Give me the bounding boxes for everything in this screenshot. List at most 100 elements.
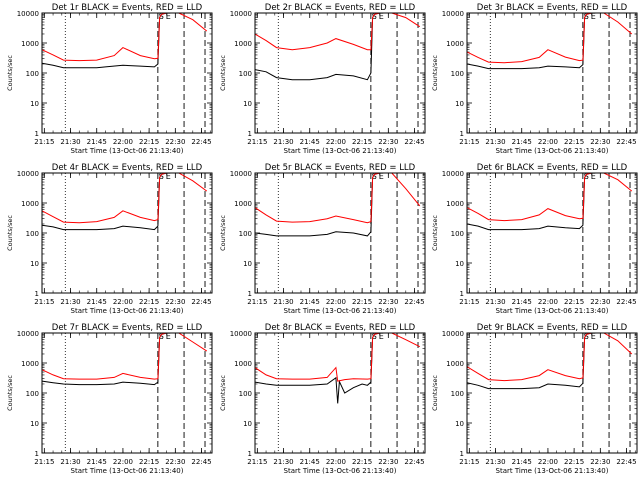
series-line-events bbox=[255, 13, 380, 81]
x-tick-label: 21:15 bbox=[247, 138, 267, 146]
x-tick-label: 21:30 bbox=[485, 138, 505, 146]
x-tick-label: 21:30 bbox=[485, 298, 505, 306]
x-tick-label: 22:00 bbox=[113, 298, 133, 306]
x-tick-label: 22:00 bbox=[326, 138, 346, 146]
x-tick-label: 22:15 bbox=[139, 458, 159, 466]
x-tick-label: 22:45 bbox=[191, 458, 211, 466]
saa-end-marker: E bbox=[379, 172, 384, 181]
series-line-events bbox=[467, 333, 592, 390]
x-tick-label: 21:30 bbox=[273, 298, 293, 306]
series-line-lld bbox=[42, 13, 208, 62]
chart-panel: Det 4r BLACK = Events, RED = LLD 1 10 100 10… bbox=[6, 163, 213, 315]
plot-frame bbox=[466, 12, 638, 134]
y-tick-label: 1000 bbox=[446, 40, 464, 48]
chart-title: Det 5r BLACK = Events, RED = LLD bbox=[265, 163, 416, 173]
y-axis-label: Counts/sec bbox=[431, 215, 439, 251]
x-tick-label: 21:45 bbox=[512, 458, 532, 466]
y-tick-label: 10000 bbox=[17, 170, 39, 178]
x-tick-label: 21:15 bbox=[247, 298, 267, 306]
series-line-lld bbox=[255, 173, 421, 224]
series-line-lld bbox=[255, 333, 421, 382]
y-axis-label: Counts/sec bbox=[431, 375, 439, 411]
y-tick-label: 1000 bbox=[21, 200, 39, 208]
y-tick-label: 10000 bbox=[230, 10, 252, 18]
series-line-events bbox=[42, 333, 167, 386]
x-tick-label: 21:45 bbox=[512, 138, 532, 146]
y-tick-label: 10 bbox=[455, 100, 464, 108]
x-axis-label: Start Time (13-Oct-06 21:13:40) bbox=[496, 307, 609, 315]
chart-title: Det 4r BLACK = Events, RED = LLD bbox=[52, 163, 203, 173]
y-tick-label: 1000 bbox=[21, 360, 39, 368]
x-tick-label: 21:45 bbox=[300, 298, 320, 306]
x-tick-label: 21:30 bbox=[273, 138, 293, 146]
chart-title: Det 8r BLACK = Events, RED = LLD bbox=[265, 323, 416, 333]
saa-start-marker: S bbox=[584, 12, 589, 21]
saa-end-marker: E bbox=[591, 172, 596, 181]
saa-start-marker: S bbox=[372, 172, 377, 181]
y-axis-label: Counts/sec bbox=[6, 375, 14, 411]
series-line-lld bbox=[255, 13, 421, 51]
x-tick-label: 21:15 bbox=[459, 458, 479, 466]
chart-panel: Det 8r BLACK = Events, RED = LLD 1 10 100 10… bbox=[219, 323, 426, 475]
x-tick-label: 22:15 bbox=[352, 298, 372, 306]
y-tick-label: 10 bbox=[30, 260, 39, 268]
x-tick-label: 21:30 bbox=[60, 458, 80, 466]
y-tick-label: 10000 bbox=[230, 330, 252, 338]
y-tick-label: 100 bbox=[451, 230, 464, 238]
x-tick-label: 22:45 bbox=[616, 298, 636, 306]
y-axis-label: Counts/sec bbox=[431, 55, 439, 91]
x-tick-label: 21:45 bbox=[300, 458, 320, 466]
x-tick-label: 22:30 bbox=[165, 138, 185, 146]
saa-start-marker: S bbox=[584, 332, 589, 341]
y-tick-label: 1 bbox=[248, 130, 252, 138]
x-tick-label: 22:00 bbox=[326, 298, 346, 306]
saa-start-marker: S bbox=[372, 332, 377, 341]
x-tick-label: 22:00 bbox=[538, 298, 558, 306]
x-tick-label: 22:00 bbox=[113, 458, 133, 466]
y-tick-label: 1000 bbox=[446, 200, 464, 208]
chart-panel: Det 2r BLACK = Events, RED = LLD 1 10 100 10… bbox=[219, 3, 426, 155]
plot-frame bbox=[254, 12, 426, 134]
x-tick-label: 21:30 bbox=[60, 138, 80, 146]
x-tick-label: 21:15 bbox=[459, 138, 479, 146]
x-tick-label: 21:45 bbox=[87, 138, 107, 146]
x-tick-label: 21:45 bbox=[512, 298, 532, 306]
x-axis-label: Start Time (13-Oct-06 21:13:40) bbox=[71, 147, 184, 155]
x-tick-label: 21:45 bbox=[87, 298, 107, 306]
y-tick-label: 10000 bbox=[230, 170, 252, 178]
y-tick-label: 10 bbox=[243, 260, 252, 268]
plot-frame bbox=[41, 12, 213, 134]
saa-start-marker: S bbox=[159, 12, 164, 21]
x-tick-label: 22:30 bbox=[378, 298, 398, 306]
saa-start-marker: S bbox=[159, 332, 164, 341]
x-tick-label: 21:15 bbox=[34, 138, 54, 146]
y-tick-label: 10000 bbox=[17, 10, 39, 18]
y-tick-label: 10000 bbox=[442, 330, 464, 338]
series-line-lld bbox=[467, 173, 633, 222]
y-tick-label: 1 bbox=[35, 130, 39, 138]
chart-title: Det 3r BLACK = Events, RED = LLD bbox=[477, 3, 628, 13]
y-tick-label: 1 bbox=[248, 450, 252, 458]
x-tick-label: 22:30 bbox=[590, 138, 610, 146]
saa-end-marker: E bbox=[166, 172, 171, 181]
x-tick-label: 22:15 bbox=[139, 138, 159, 146]
y-tick-label: 10 bbox=[243, 420, 252, 428]
y-tick-label: 10 bbox=[30, 420, 39, 428]
saa-start-marker: S bbox=[159, 172, 164, 181]
y-tick-label: 1 bbox=[460, 450, 464, 458]
saa-end-marker: E bbox=[166, 12, 171, 21]
y-axis-label: Counts/sec bbox=[219, 55, 227, 91]
y-tick-label: 10 bbox=[455, 260, 464, 268]
x-axis-label: Start Time (13-Oct-06 21:13:40) bbox=[496, 467, 609, 475]
x-tick-label: 21:45 bbox=[87, 458, 107, 466]
x-tick-label: 22:45 bbox=[404, 458, 424, 466]
x-tick-label: 22:30 bbox=[165, 298, 185, 306]
x-tick-label: 22:45 bbox=[404, 138, 424, 146]
y-tick-label: 100 bbox=[239, 390, 252, 398]
y-tick-label: 1000 bbox=[234, 40, 252, 48]
x-tick-label: 21:30 bbox=[273, 458, 293, 466]
x-axis-label: Start Time (13-Oct-06 21:13:40) bbox=[496, 147, 609, 155]
chart-panel: Det 6r BLACK = Events, RED = LLD 1 10 100 10… bbox=[431, 163, 638, 315]
y-tick-label: 10 bbox=[30, 100, 39, 108]
